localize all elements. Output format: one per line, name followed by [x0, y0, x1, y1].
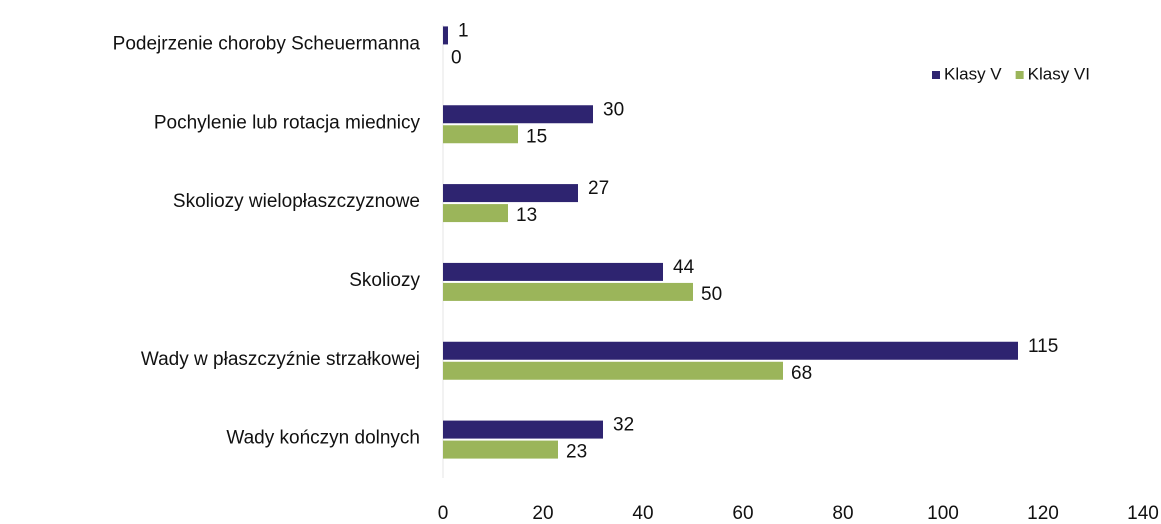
data-label: 13 — [516, 205, 537, 226]
y-tick-label: Podejrzenie choroby Scheuermanna — [113, 33, 421, 54]
y-tick-label: Skoliozy wielopłaszczyznowe — [173, 191, 420, 212]
data-label: 50 — [701, 284, 722, 305]
data-label: 23 — [566, 442, 587, 463]
x-tick-label: 80 — [832, 503, 853, 524]
bar — [443, 262, 663, 281]
x-tick-label: 60 — [732, 503, 753, 524]
bar — [443, 341, 1018, 360]
y-tick-label: Skoliozy — [349, 270, 420, 291]
bar — [443, 184, 578, 203]
data-label: 44 — [673, 257, 695, 278]
data-label: 27 — [588, 178, 609, 199]
x-tick-label: 100 — [927, 503, 959, 524]
x-tick-label: 0 — [438, 503, 449, 524]
data-label: 68 — [791, 363, 812, 384]
bar — [443, 420, 603, 439]
legend-swatch — [1015, 71, 1024, 79]
bar — [443, 26, 448, 45]
bar — [443, 204, 508, 223]
legend-swatch — [932, 71, 940, 79]
x-tick-label: 120 — [1027, 503, 1059, 524]
data-label: 32 — [613, 415, 634, 436]
data-label: 15 — [526, 126, 547, 147]
x-tick-label: 40 — [632, 503, 653, 524]
x-tick-label: 20 — [532, 503, 553, 524]
bar — [443, 105, 593, 124]
bar — [443, 361, 783, 380]
y-tick-label: Pochylenie lub rotacja miednicy — [154, 112, 421, 133]
y-tick-label: Wady w płaszczyźnie strzałkowej — [141, 349, 420, 370]
bar — [443, 440, 558, 459]
legend-label: Klasy V — [944, 64, 1002, 83]
data-label: 0 — [451, 47, 462, 68]
data-label: 1 — [458, 20, 469, 41]
y-tick-label: Wady kończyn dolnych — [226, 428, 420, 449]
data-label: 30 — [603, 99, 624, 120]
data-label: 115 — [1028, 336, 1058, 357]
x-tick-label: 140 — [1127, 503, 1159, 524]
bar — [443, 282, 693, 301]
legend-label: Klasy VI — [1028, 64, 1090, 83]
bar — [443, 125, 518, 144]
